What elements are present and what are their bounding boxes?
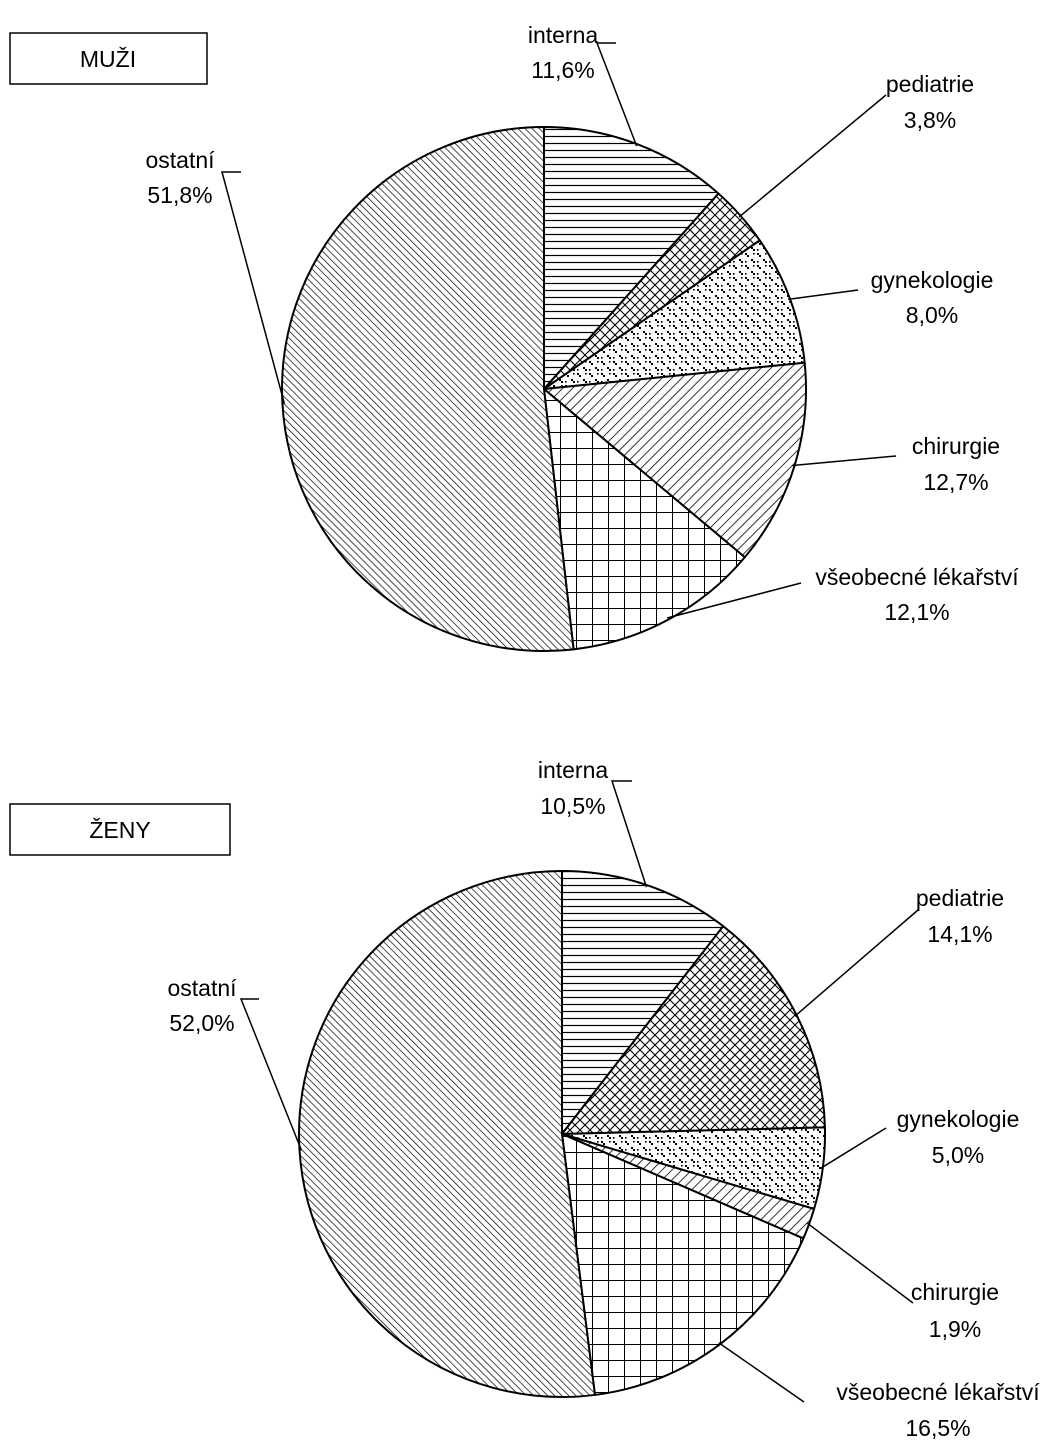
leader-line-vseobecne-lekarstvi xyxy=(718,1342,805,1403)
slice-value-vseobecne-lekarstvi: 12,1% xyxy=(884,599,949,625)
pie-slice-interna xyxy=(561,870,725,1135)
slice-value-chirurgie: 1,9% xyxy=(929,1316,981,1342)
slice-label-chirurgie: chirurgie xyxy=(911,1279,999,1305)
slice-label-vseobecne-lekarstvi: všeobecné lékařství xyxy=(836,1379,1040,1405)
slice-value-vseobecne-lekarstvi: 16,5% xyxy=(905,1415,970,1441)
leader-line-gynekologie xyxy=(820,1127,887,1169)
chart2-title-box: ŽENY xyxy=(9,803,231,856)
slice-label-interna: interna xyxy=(528,22,599,48)
slice-label-chirurgie: chirurgie xyxy=(912,433,1000,459)
slice-value-chirurgie: 12,7% xyxy=(923,469,988,495)
pie-slice-interna xyxy=(543,126,720,390)
slice-label-interna: interna xyxy=(538,757,609,783)
pie-slice-vseobecne-lekarstvi xyxy=(543,388,746,651)
slice-label-pediatrie: pediatrie xyxy=(886,71,974,97)
chart1-title-box: MUŽI xyxy=(9,32,208,85)
leader-line-ostatni xyxy=(239,998,303,1151)
slice-label-gynekologie: gynekologie xyxy=(897,1106,1020,1132)
leader-line-pediatrie xyxy=(794,909,919,1017)
leader-line-ostatni xyxy=(221,171,286,404)
leader-line-interna xyxy=(610,780,648,888)
slice-value-gynekologie: 5,0% xyxy=(932,1142,984,1168)
slice-label-vseobecne-lekarstvi: všeobecné lékařství xyxy=(815,564,1019,590)
slice-label-gynekologie: gynekologie xyxy=(871,267,994,293)
slice-value-gynekologie: 8,0% xyxy=(906,302,958,328)
leader-line-vseobecne-lekarstvi xyxy=(666,582,802,619)
slice-value-ostatni: 51,8% xyxy=(147,182,212,208)
leader-line-chirurgie xyxy=(806,1222,914,1304)
slice-value-pediatrie: 14,1% xyxy=(927,921,992,947)
leader-line-gynekologie xyxy=(788,289,859,301)
pie-slice-ostatni xyxy=(281,126,575,652)
pie-chart-men: interna 11,6% pediatrie 3,8% gynekologie 8,0%… xyxy=(145,22,1019,652)
slice-label-ostatni: ostatní xyxy=(145,147,215,173)
slice-value-ostatni: 52,0% xyxy=(169,1010,234,1036)
slice-value-interna: 10,5% xyxy=(540,793,605,819)
slice-value-pediatrie: 3,8% xyxy=(904,107,956,133)
pie-slice-ostatni xyxy=(298,870,596,1398)
chart2-title: ŽENY xyxy=(89,817,150,843)
leader-line-chirurgie xyxy=(792,455,897,467)
leader-line-pediatrie xyxy=(738,94,887,218)
slice-value-interna: 11,6% xyxy=(531,57,595,83)
slice-label-ostatni: ostatní xyxy=(167,975,237,1001)
leader-line-interna xyxy=(595,42,638,147)
chart1-title: MUŽI xyxy=(80,46,136,72)
pie-chart-women: interna 10,5% pediatrie 14,1% gynekologie 5,0… xyxy=(167,757,1040,1441)
slice-label-pediatrie: pediatrie xyxy=(916,885,1004,911)
